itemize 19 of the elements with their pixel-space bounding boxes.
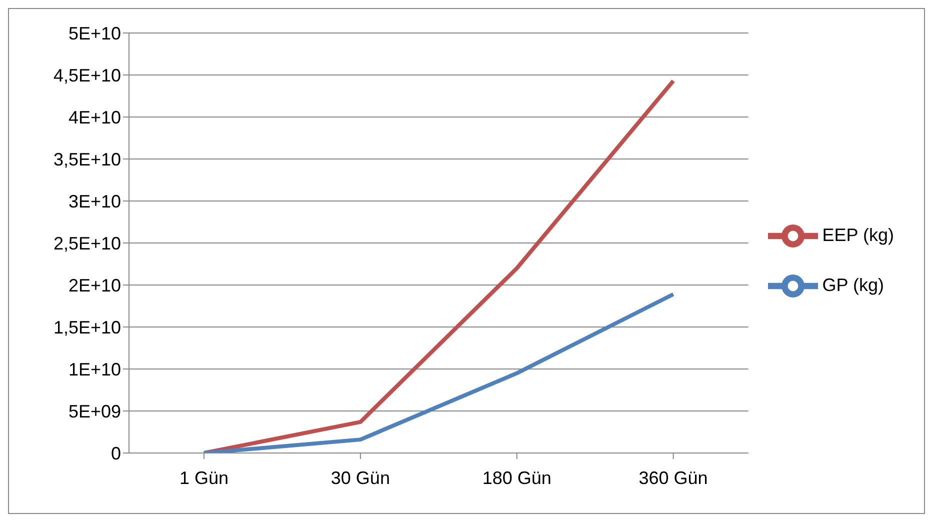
y-tick-label: 3E+10 — [68, 191, 121, 212]
x-tick-label: 360 Gün — [638, 468, 708, 488]
y-tick-label: 1E+10 — [68, 359, 121, 380]
y-tick-label: 2,5E+10 — [53, 233, 121, 254]
line-series — [202, 292, 676, 453]
y-tick-label: 5E+09 — [68, 401, 121, 422]
x-tick-label: 1 Gün — [179, 468, 229, 488]
y-tick-label: 3,5E+10 — [53, 149, 121, 170]
legend-label: GP (kg) — [822, 274, 884, 295]
y-tick-label: 1,5E+10 — [53, 317, 121, 338]
y-tick-label: 4E+10 — [68, 107, 121, 128]
y-tick-label: 4,5E+10 — [53, 65, 121, 86]
legend-label: EEP (kg) — [822, 224, 894, 245]
y-tick-label: 5E+10 — [68, 23, 121, 44]
x-tick-label: 180 Gün — [482, 468, 552, 488]
y-tick-label: 0 — [110, 443, 121, 464]
y-tick-label: 2E+10 — [68, 275, 121, 296]
line-series — [202, 78, 676, 453]
x-tick-label: 30 Gün — [330, 468, 390, 488]
